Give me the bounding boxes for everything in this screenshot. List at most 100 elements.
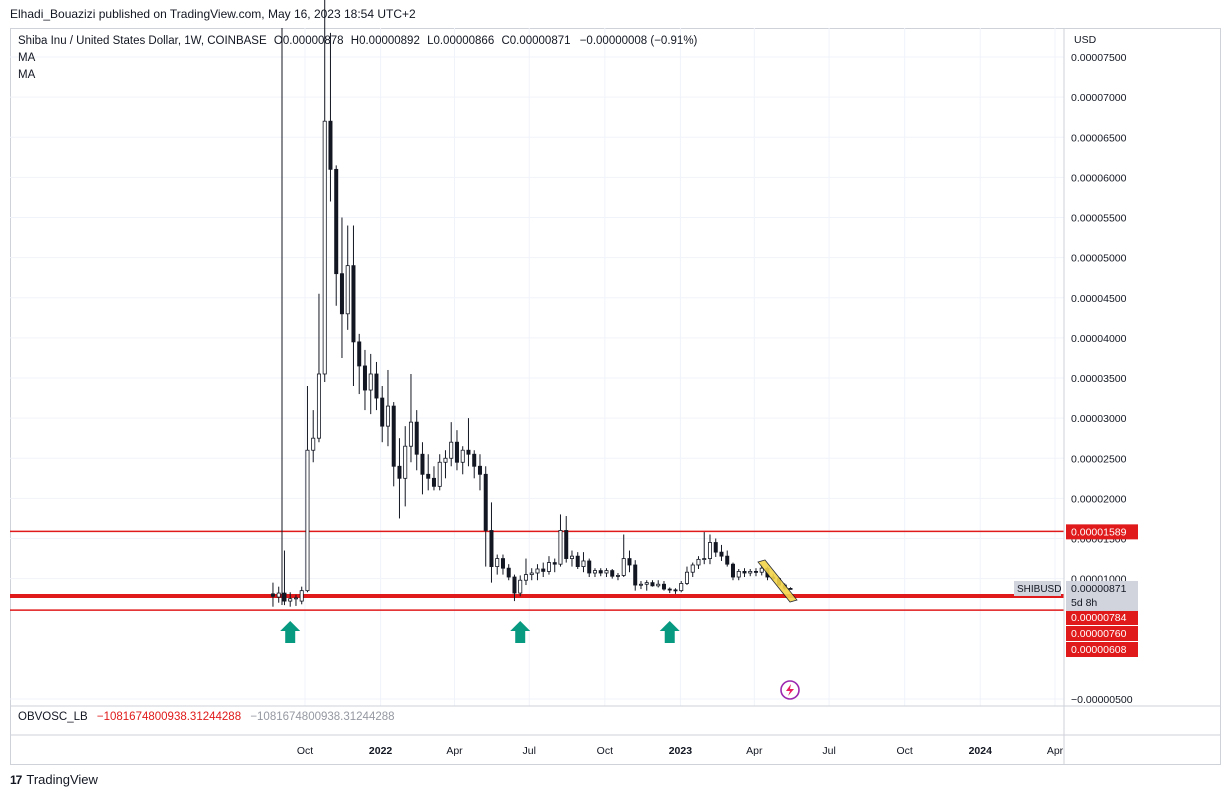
candle-body (276, 592, 281, 598)
candle-body (748, 571, 753, 574)
low-value: 0.00000866 (433, 35, 495, 47)
candle-body (512, 576, 517, 594)
y-tick-label: 0.00007500 (1071, 52, 1127, 64)
x-tick-label: Jul (523, 745, 536, 757)
candle-body (610, 570, 615, 577)
candle-body (633, 564, 638, 586)
oscillator-value: −1081674800938.31244288 (96, 711, 242, 723)
candle-body (564, 530, 569, 559)
oscillator-value-secondary: −1081674800938.31244288 (250, 711, 395, 723)
candle-body (305, 449, 310, 592)
candle-body (454, 441, 459, 463)
x-tick-label: Apr (746, 745, 763, 757)
level-price-tag (1066, 626, 1138, 641)
candle-body (587, 560, 592, 574)
x-tick-label: Jul (822, 745, 835, 757)
candle-body (690, 564, 695, 573)
candle-body (408, 421, 413, 447)
ma-indicator-2[interactable]: MA (18, 69, 36, 81)
lightning-icon (786, 684, 794, 696)
candle-body (282, 592, 287, 602)
candle-series (270, 0, 793, 607)
buy-arrow-icon (659, 621, 680, 643)
y-tick-label: 0.00007000 (1071, 92, 1127, 104)
candle-body (374, 373, 379, 399)
high-label: H (350, 35, 360, 47)
candle-body (592, 570, 597, 574)
buy-arrow-icon (280, 621, 301, 643)
candle-body (380, 397, 385, 427)
level-price-tag (1066, 642, 1138, 657)
symbol-title[interactable]: Shiba Inu / United States Dollar, 1W, CO… (18, 35, 267, 47)
candle-body (403, 445, 408, 479)
last-price-text: 0.00000871 (1071, 583, 1127, 595)
candle-body (535, 568, 540, 574)
currency-label[interactable]: USD (1074, 34, 1097, 46)
candle-body (420, 453, 425, 475)
candle-body (730, 563, 735, 578)
candle-body (351, 265, 356, 343)
candle-body (558, 530, 563, 565)
symbol-legend[interactable]: Shiba Inu / United States Dollar, 1W, CO… (18, 35, 697, 47)
oscillator-legend[interactable]: OBVOSC_LB −1081674800938.31244288 −10816… (18, 711, 395, 723)
candle-body (328, 120, 333, 170)
level-price-text: 0.00000784 (1071, 612, 1127, 624)
tradingview-brand: TradingView (26, 772, 98, 787)
y-tick-label: 0.00002000 (1071, 493, 1127, 505)
candle-body (385, 405, 390, 427)
candle-body (362, 365, 367, 391)
last-price-tag (1066, 580, 1138, 611)
candle-body (322, 120, 327, 375)
horizontal-levels (10, 530, 1064, 611)
candle-body (638, 583, 643, 586)
candle-body (529, 572, 534, 576)
candle-body (552, 562, 557, 565)
y-tick-label: 0.00005000 (1071, 253, 1127, 265)
y-tick-label: 0.00002500 (1071, 453, 1127, 465)
candle-body (621, 558, 626, 576)
candle-body (437, 461, 442, 487)
candle-body (788, 588, 793, 590)
candle-body (397, 465, 402, 479)
candle-body (443, 457, 448, 463)
candle-body (650, 582, 655, 587)
y-tick-label: 0.00005500 (1071, 213, 1127, 225)
candle-body (713, 542, 718, 553)
high-value: 0.00000892 (359, 35, 420, 47)
level-price-text: 0.00000760 (1071, 628, 1127, 640)
candle-body (391, 405, 396, 467)
candle-body (518, 579, 523, 594)
candle-body (466, 449, 471, 455)
ma-indicator-1[interactable]: MA (18, 52, 36, 64)
candle-body (368, 373, 373, 391)
y-tick-label: 0.00003500 (1071, 373, 1127, 385)
y-tick-label: 0.00006500 (1071, 132, 1127, 144)
symbol-tag-text: SHIBUSD (1017, 584, 1061, 595)
change-value: −0.00000008 (−0.91%) (579, 35, 698, 47)
oscillator-name[interactable]: OBVOSC_LB (18, 711, 88, 723)
candle-body (414, 421, 419, 455)
level-price-text: 0.00001589 (1071, 526, 1127, 538)
grid (10, 28, 1064, 706)
symbol-tag (1014, 580, 1061, 596)
candle-body (742, 571, 747, 574)
y-tick-label: 0.00006000 (1071, 172, 1127, 184)
tradingview-logo-icon: 17 (10, 772, 22, 787)
candle-body (736, 571, 741, 578)
candle-body (311, 437, 316, 451)
candle-body (661, 583, 666, 590)
candle-countdown-text: 5d 8h (1071, 597, 1097, 609)
axes: −0.000005000.000010000.000015000.0000200… (10, 28, 1221, 765)
candle-body (753, 571, 758, 573)
low-label: L (427, 35, 434, 47)
candle-body (426, 473, 431, 479)
tradingview-logo[interactable]: 17 TradingView (10, 772, 98, 787)
y-tick-label: −0.00000500 (1071, 694, 1133, 706)
lightning-icon (780, 680, 800, 700)
candle-body (339, 273, 344, 315)
projection-band (757, 559, 798, 603)
candle-body (644, 582, 649, 585)
candle-body (725, 555, 730, 565)
candle-body (707, 542, 712, 559)
